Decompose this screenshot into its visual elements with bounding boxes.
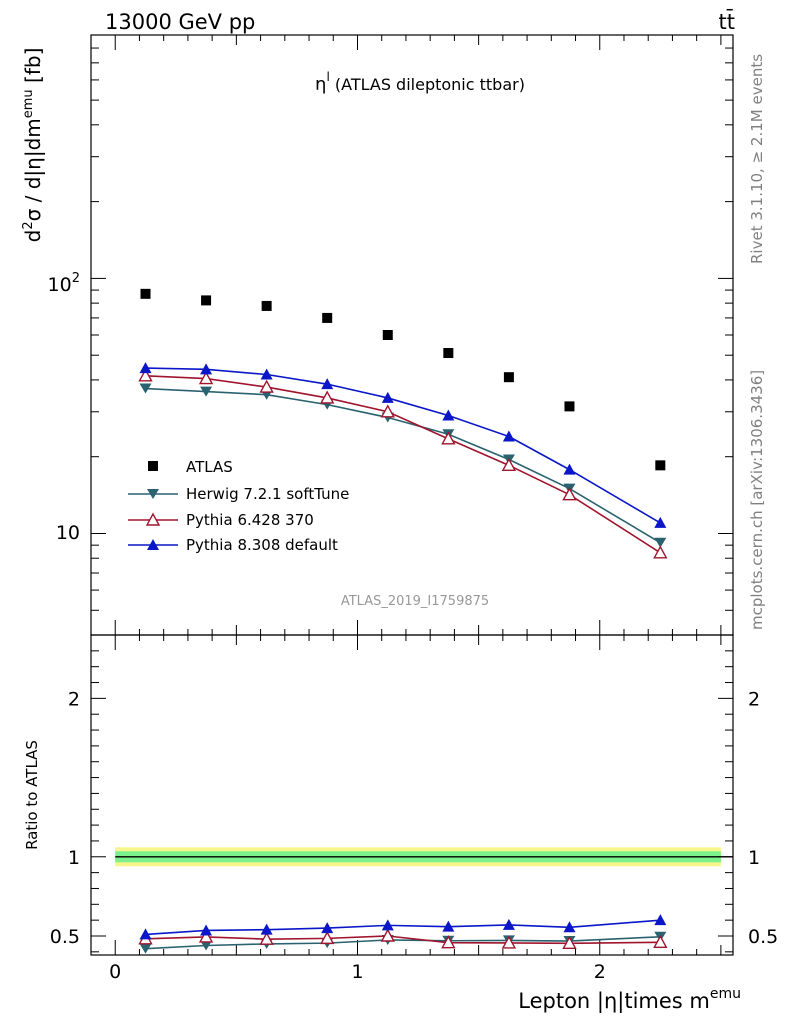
main-point-pythia-6-428-370-2 [259,379,274,393]
main-point-pythia-8-308-default-6 [502,430,515,442]
ratio-point-pythia-8-308-default-2 [260,923,273,935]
ratio-point-pythia-6-428-370-2 [259,931,274,945]
legend-item-atlas: ATLAS [148,458,233,476]
legend: ATLAS Herwig 7.2.1 softTune Pythia 6.428… [128,458,349,554]
main-data-layer [138,288,668,559]
ratio-uncertainty-bands [115,847,733,867]
main-point-atlas-5 [443,348,454,359]
main-point-atlas-2 [261,300,272,311]
main-point-pythia-8-308-default-3 [321,378,334,390]
ratio-point-pythia-6-428-370-1 [198,929,214,943]
ratio-point-pythia-6-428-370-7 [562,935,577,949]
x-tick-label: 2 [594,961,606,983]
main-point-herwig-7-2-1-softtune-0 [139,383,152,394]
main-point-pythia-8-308-default-5 [442,409,455,421]
legend-item-pythia8: Pythia 8.308 default [128,536,338,554]
x-axis-label: Lepton |η|times memu [518,986,741,1014]
main-point-pythia-6-428-370-3 [320,390,335,404]
ratio-y-axis-label: Ratio to ATLAS [23,740,41,850]
y-tick-label-100: 102 [48,271,80,296]
ratio-plot-frame [90,634,734,956]
legend-item-herwig: Herwig 7.2.1 softTune [128,485,349,503]
ratio-point-pythia-8-308-default-6 [502,918,515,930]
main-point-atlas-1 [201,295,212,306]
ratio-point-herwig-7-2-1-softtune-0 [139,943,152,954]
x-tick-label: 1 [351,961,363,983]
main-point-pythia-6-428-370-4 [380,404,395,418]
ratio-y-tick-label: 0.5 [50,926,80,948]
ratio-point-pythia-8-308-default-5 [442,920,455,932]
ratio-y-tick-label-right: 0.5 [748,926,778,948]
legend-label-herwig: Herwig 7.2.1 softTune [186,485,349,503]
main-point-pythia-8-308-default-7 [563,463,576,475]
energy-label: 13000 GeV pp [105,10,255,34]
ratio-point-pythia-6-428-370-3 [320,930,335,945]
ratio-point-pythia-6-428-370-5 [441,935,456,949]
ratio-axis-ticks: 0.5 0.5 1 1 2 2 0 1 2 [50,634,778,983]
main-point-atlas-3 [322,312,333,323]
main-point-pythia-8-308-default-0 [139,362,152,374]
process-label: tt̄ [719,9,735,34]
main-point-pythia-6-428-370-6 [501,457,517,472]
main-point-atlas-7 [564,401,575,412]
ratio-plot-panel: 0.5 0.5 1 1 2 2 0 1 2 Ratio to ATLAS Lepton |η|t… [23,634,778,1014]
ratio-y-tick-label: 2 [68,688,80,710]
ratio-point-pythia-6-428-370-8 [653,934,668,949]
ratio-point-pythia-8-308-default-1 [200,924,213,936]
legend-item-pythia6: Pythia 6.428 370 [128,511,314,529]
analysis-id-label: ATLAS_2019_I1759875 [341,594,489,609]
main-point-pythia-8-308-default-4 [381,391,394,403]
ratio-point-pythia-8-308-default-4 [381,919,394,931]
legend-label-pythia8: Pythia 8.308 default [186,536,338,554]
mcplots-label: mcplots.cern.ch [arXiv:1306.3436] [748,370,766,630]
ratio-point-pythia-8-308-default-7 [563,921,576,933]
main-point-pythia-8-308-default-1 [200,363,213,375]
ratio-point-pythia-8-308-default-0 [139,928,152,940]
main-point-atlas-8 [655,460,666,471]
ratio-data-layer [138,914,668,954]
main-point-atlas-0 [140,288,151,299]
ratio-point-pythia-8-308-default-3 [321,922,334,934]
rivet-version-label: Rivet 3.1.10, ≥ 2.1M events [748,54,766,264]
plot-title-rest: (ATLAS dileptonic ttbar) [330,75,525,94]
main-point-pythia-6-428-370-1 [198,371,214,385]
main-point-atlas-4 [382,330,393,340]
main-point-herwig-7-2-1-softtune-1 [200,386,213,397]
main-point-pythia-8-308-default-8 [654,516,667,528]
main-point-herwig-7-2-1-softtune-8 [654,537,667,548]
legend-label-atlas: ATLAS [186,458,233,476]
main-y-axis-label: d2σ / d|η|dmemu [fb] [21,48,45,243]
legend-marker-pythia8 [147,539,159,550]
legend-marker-atlas [148,461,158,471]
legend-label-pythia6: Pythia 6.428 370 [186,511,314,529]
main-point-pythia-6-428-370-7 [562,487,577,501]
ratio-point-pythia-6-428-370-4 [380,928,395,942]
plot-title-superscript: l [326,70,329,84]
main-axis-ticks [91,34,733,636]
ratio-y-tick-label: 1 [68,847,80,869]
main-point-pythia-6-428-370-8 [653,545,668,559]
x-tick-label: 0 [109,961,121,983]
plot-title: ηl (ATLAS dileptonic ttbar) [315,70,525,95]
ratio-y-tick-label-right: 1 [748,847,760,869]
main-point-pythia-6-428-370-0 [138,368,153,382]
main-plot-panel: ηl (ATLAS dileptonic ttbar) 10 102 d2σ /… [21,34,734,636]
y-tick-label-10: 10 [56,522,80,544]
main-point-atlas-6 [503,372,514,383]
main-point-pythia-8-308-default-2 [260,368,273,380]
plot-title-main: η [315,74,326,95]
legend-marker-pythia6 [145,512,161,526]
ratio-point-herwig-7-2-1-softtune-1 [200,940,213,951]
legend-marker-herwig [147,489,159,499]
main-point-pythia-6-428-370-5 [441,431,456,445]
ratio-y-tick-label-right: 2 [748,688,760,710]
ratio-series-line-pythia-8-308-default [145,919,661,936]
ratio-point-pythia-6-428-370-6 [501,935,517,949]
ratio-point-pythia-8-308-default-8 [654,914,667,926]
